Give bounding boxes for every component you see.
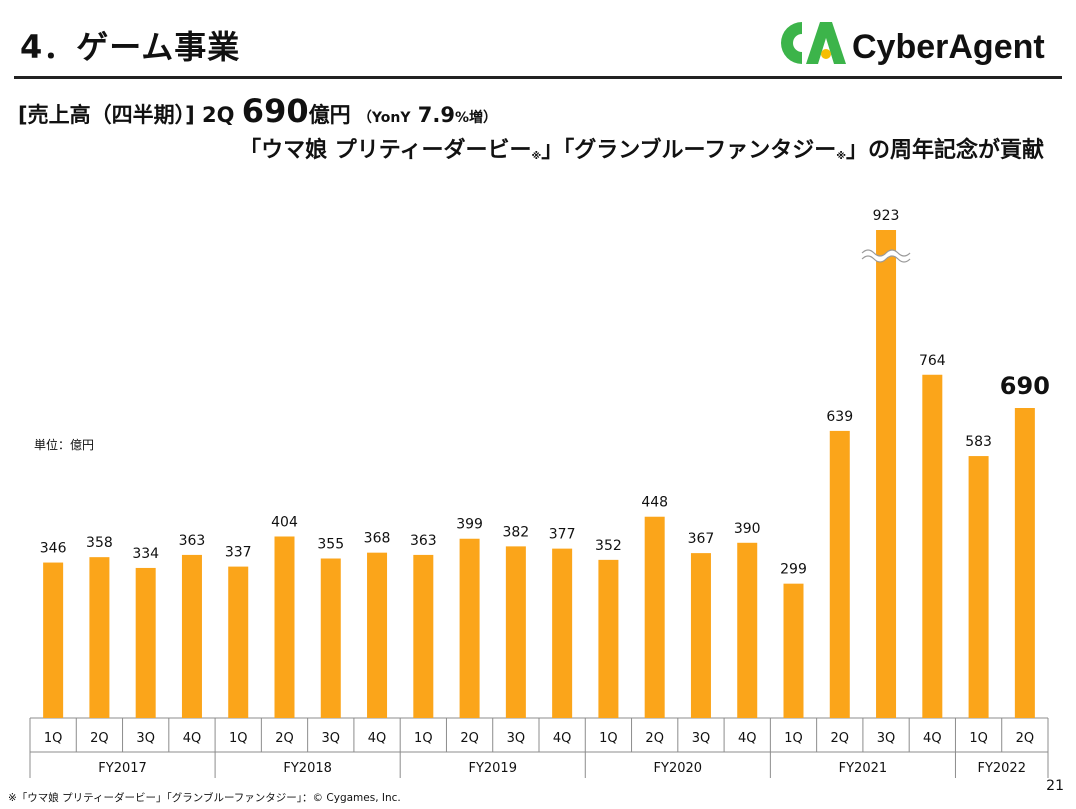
group-label-4: FY2020 (654, 761, 703, 776)
category-label-4: 4Q (183, 731, 202, 746)
category-label-11: 3Q (507, 731, 526, 746)
category-label-3: 3Q (136, 731, 155, 746)
bar-15 (690, 553, 711, 718)
bar-16 (737, 542, 758, 718)
data-label-12: 377 (549, 527, 576, 543)
data-label-8: 368 (364, 531, 391, 547)
bar-19 (876, 230, 897, 718)
category-label-20: 4Q (923, 731, 942, 746)
category-label-8: 4Q (368, 731, 387, 746)
bar-20 (922, 374, 943, 718)
bar-18 (829, 430, 850, 718)
category-label-6: 2Q (275, 731, 294, 746)
ca-logo-mark (781, 22, 846, 64)
group-label-2: FY2018 (283, 761, 332, 776)
headline-revenue: [売上高（四半期）] 2Q 690億円 （YonY 7.9%増） (18, 92, 497, 130)
category-label-1: 1Q (44, 731, 63, 746)
page-number: 21 (1046, 778, 1064, 794)
category-label-10: 2Q (460, 731, 479, 746)
headline-quarter: 2Q (202, 103, 235, 127)
data-label-13: 352 (595, 538, 622, 554)
headline-growth-value: 7.9 (417, 103, 455, 127)
data-label-20: 764 (919, 353, 946, 369)
bar-3 (135, 567, 156, 718)
headline-driver-part1: 「ウマ娘 プリティーダービー (239, 138, 532, 163)
category-label-13: 1Q (599, 731, 618, 746)
headline-driver-part3: 」の周年記念が貢献 (845, 138, 1044, 163)
bar-17 (783, 583, 804, 718)
data-label-10: 399 (456, 517, 483, 533)
bar-7 (320, 558, 341, 718)
logo-text: CyberAgent (852, 28, 1045, 66)
category-label-12: 4Q (553, 731, 572, 746)
category-label-9: 1Q (414, 731, 433, 746)
data-label-17: 299 (780, 562, 807, 578)
headline-driver-part2: 」「グランブルーファンタジー (541, 138, 837, 163)
data-label-15: 367 (688, 531, 715, 547)
bar-5 (228, 566, 249, 718)
bar-22 (1014, 408, 1035, 718)
group-label-1: FY2017 (98, 761, 147, 776)
group-label-6: FY2022 (977, 761, 1026, 776)
bar-9 (413, 554, 434, 718)
note-mark: ※ (836, 151, 846, 162)
data-label-1: 346 (40, 541, 67, 557)
headline-driver: 「ウマ娘 プリティーダービー※」「グランブルーファンタジー※」の周年記念が貢献 (239, 132, 1044, 164)
category-label-5: 1Q (229, 731, 248, 746)
category-label-16: 4Q (738, 731, 757, 746)
bar-2 (89, 557, 110, 718)
category-label-14: 2Q (645, 731, 664, 746)
bar-11 (505, 546, 526, 718)
bar-6 (274, 536, 295, 718)
footnote: ※「ウマ娘 プリティーダービー」「グランブルーファンタジー」：© Cygames… (8, 792, 401, 804)
axis-break-line-top (861, 249, 911, 257)
category-label-17: 1Q (784, 731, 803, 746)
bar-4 (181, 554, 202, 718)
unit-label: 単位：億円 (34, 438, 95, 452)
data-label-18: 639 (826, 409, 853, 425)
group-label-3: FY2019 (468, 761, 517, 776)
bar-10 (459, 538, 480, 718)
data-label-6: 404 (271, 514, 298, 530)
data-label-16: 390 (734, 521, 761, 537)
bar-12 (552, 548, 573, 718)
page-title: 4．ゲーム事業 (20, 28, 241, 66)
axis-break-mark (860, 250, 912, 262)
bar-8 (367, 552, 388, 718)
bar-13 (598, 559, 619, 718)
data-label-14: 448 (641, 495, 668, 511)
category-label-7: 3Q (322, 731, 341, 746)
group-label-5: FY2021 (839, 761, 888, 776)
bar-1 (43, 562, 64, 718)
header-divider (14, 76, 1062, 79)
headline-growth-open: （YonY (357, 110, 411, 126)
headline-growth-close: %増） (455, 110, 498, 126)
data-label-7: 355 (317, 537, 344, 553)
axis-break-line-bottom (861, 255, 911, 263)
bar-21 (968, 456, 989, 718)
category-label-15: 3Q (692, 731, 711, 746)
data-label-5: 337 (225, 545, 252, 561)
data-label-21: 583 (965, 434, 992, 450)
data-label-22: 690 (1000, 372, 1050, 400)
data-label-2: 358 (86, 535, 113, 551)
category-label-21: 1Q (969, 731, 988, 746)
data-label-9: 363 (410, 533, 437, 549)
category-label-19: 3Q (877, 731, 896, 746)
data-label-3: 334 (132, 546, 159, 562)
data-label-11: 382 (502, 524, 529, 540)
data-label-4: 363 (179, 533, 206, 549)
headline-prefix: [売上高（四半期）] (18, 103, 195, 127)
category-label-2: 2Q (90, 731, 109, 746)
headline-unit: 億円 (308, 103, 351, 127)
cyberagent-logo: CyberAgent (781, 22, 1045, 66)
category-label-18: 2Q (831, 731, 850, 746)
bar-14 (644, 516, 665, 718)
category-label-22: 2Q (1016, 731, 1035, 746)
headline-amount: 690 (241, 92, 309, 130)
data-label-19: 923 (873, 208, 900, 224)
note-mark: ※ (531, 151, 542, 162)
